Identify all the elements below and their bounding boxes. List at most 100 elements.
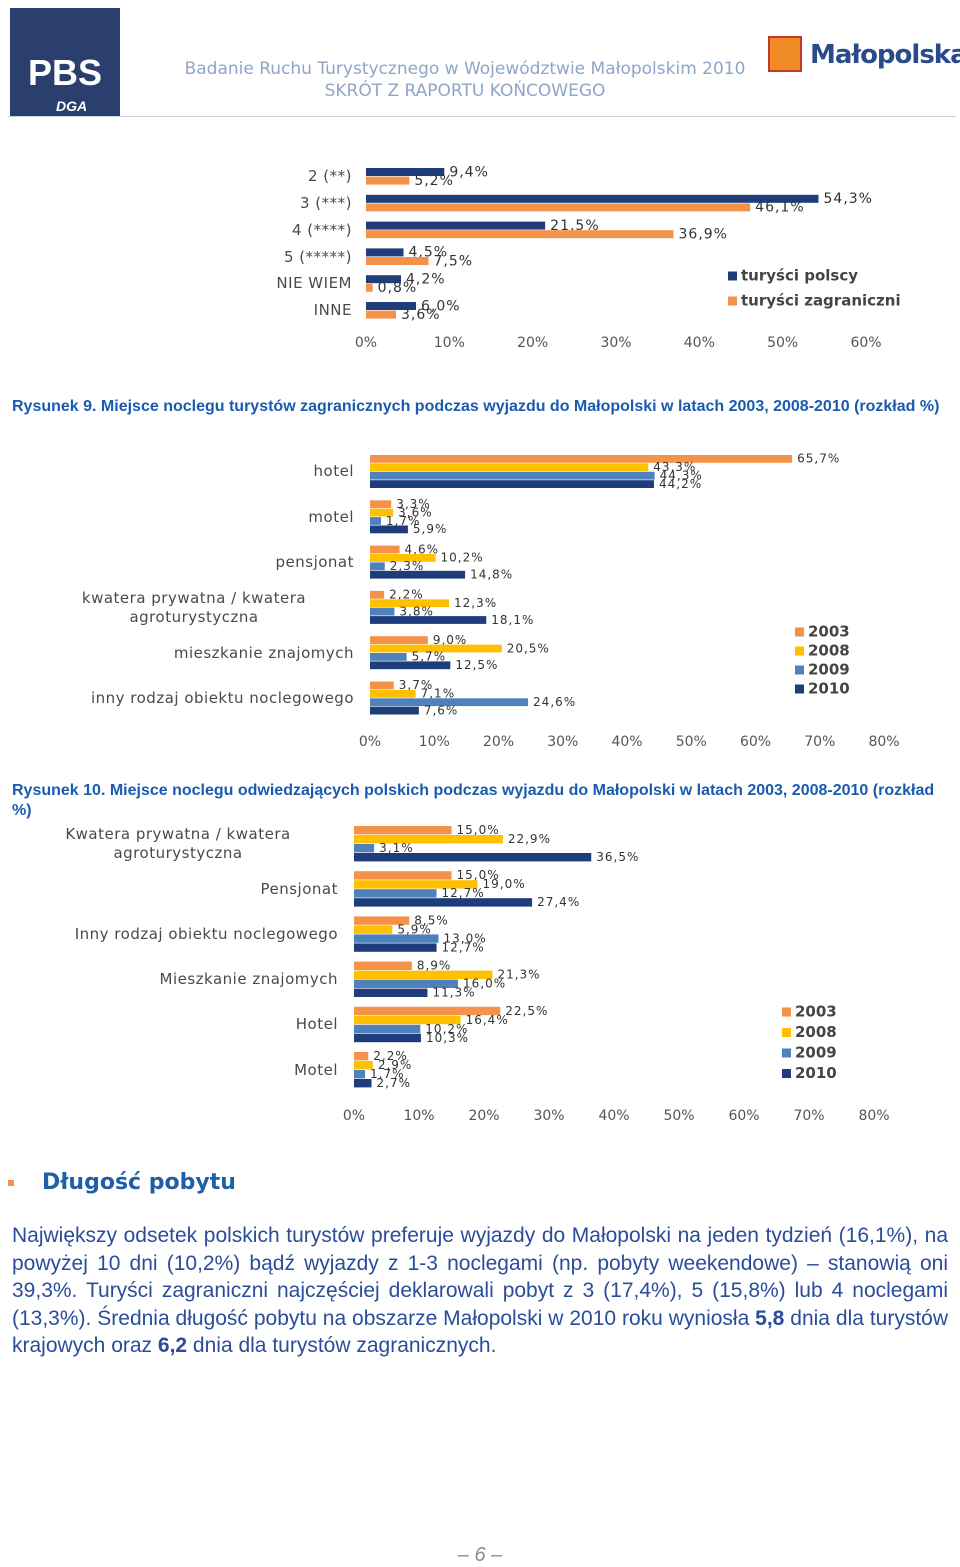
category-label-box: Mieszkanie znajomych	[0, 958, 338, 1002]
bar	[354, 970, 493, 979]
header-subtitle: SKRÓT Z RAPORTU KOŃCOWEGO	[324, 81, 606, 101]
text-bold: 6,2	[157, 1334, 188, 1357]
bar	[354, 889, 437, 898]
logo-icon	[768, 36, 802, 72]
x-tick-label: 60%	[850, 335, 881, 351]
value-label: 44,2%	[659, 477, 702, 491]
chart: 0% 10% 20% 30% 40% 50% 60% 70% 80% Kwatera prywat…	[0, 823, 889, 1124]
text: dnia dla turystów zagranicznych.	[187, 1334, 497, 1357]
text: Największy odsetek polskich turystów pre…	[12, 1224, 948, 1330]
value-label: 3,1%	[379, 841, 414, 855]
value-label: 46,1%	[755, 200, 804, 216]
value-label: 2,3%	[390, 559, 425, 573]
legend-swatch	[782, 1028, 791, 1037]
bar	[366, 275, 401, 284]
bar	[354, 835, 503, 844]
chart: 0% 10% 20% 30% 40% 50% 60% 2 (**) 9,4%5,2% 3 (***…	[12, 164, 901, 351]
x-tick-label: 0%	[359, 734, 381, 750]
logo-malopolska: Małopolska	[768, 34, 960, 74]
value-label: 1,7%	[370, 1067, 405, 1081]
value-label: 3,3%	[396, 497, 431, 511]
x-tick-label: 80%	[858, 1108, 889, 1124]
value-label: 5,2%	[414, 173, 454, 189]
value-label: 2,7%	[377, 1076, 412, 1090]
legend-swatch	[795, 684, 804, 694]
bar	[370, 480, 654, 488]
x-tick-label: 50%	[767, 335, 798, 351]
bar	[366, 176, 410, 185]
value-label: 12,7%	[442, 886, 485, 900]
category-label: Inny rodzaj obiektu noclegowego	[74, 924, 338, 943]
bar	[354, 916, 410, 925]
category-label: 3 (***)	[299, 193, 352, 212]
bar	[366, 283, 373, 292]
header-rule	[8, 116, 956, 117]
bar	[370, 689, 416, 698]
value-label: 1,7%	[386, 514, 421, 528]
value-label: 8,5%	[414, 913, 449, 927]
legend-swatch	[795, 665, 804, 675]
bar	[354, 961, 412, 970]
value-label: 65,7%	[797, 452, 840, 466]
category-label-wrap: Mieszkanie znajomych	[0, 958, 338, 1002]
page-number-text: 6	[474, 1544, 486, 1566]
value-label: 12,5%	[455, 658, 498, 672]
chart: 0% 10% 20% 30% 40% 50% 60% 70% 80% hotel 65,7% 43,3…	[14, 450, 900, 750]
legend-label: 2009	[808, 661, 850, 679]
category-label-box: inny rodzaj obiektu noclegowego	[90, 688, 354, 707]
category-label-box: kwatera prywatna / kwatera agroturystycz…	[81, 588, 307, 626]
legend-label: turyści polscy	[741, 267, 858, 285]
bar	[366, 248, 404, 257]
category-label: pensjonat	[275, 552, 354, 571]
bar	[370, 681, 394, 690]
value-label: 2,2%	[373, 1049, 408, 1063]
category-label-wrap: mieszkanie znajomych	[14, 631, 354, 675]
legend-swatch	[728, 296, 737, 306]
category-label-wrap: pensjonat	[14, 540, 354, 584]
bar	[370, 636, 428, 644]
value-label: 3,6%	[401, 307, 441, 323]
bar	[354, 1052, 369, 1061]
category-label-wrap: NIE WIEM	[12, 262, 352, 306]
value-label: 9,4%	[449, 164, 489, 180]
bar	[354, 925, 393, 934]
value-label: 24,6%	[533, 695, 576, 709]
bar	[366, 194, 819, 203]
legend-label: turyści zagraniczni	[741, 292, 901, 310]
value-label: 11,3%	[432, 986, 475, 1000]
category-label-box: pensjonat	[14, 540, 354, 584]
category-label-wrap: 4 (****)	[12, 208, 352, 252]
value-label: 54,3%	[824, 191, 873, 207]
bar	[370, 698, 529, 707]
category-label: kwatera prywatna / kwatera agroturystycz…	[81, 588, 307, 626]
bar	[370, 508, 394, 517]
value-label: 15,0%	[457, 823, 500, 837]
x-tick-label: 80%	[868, 734, 899, 750]
value-label: 2,2%	[389, 588, 424, 602]
bar	[354, 988, 428, 997]
value-label: 22,5%	[505, 1004, 548, 1018]
legend-label: 2008	[808, 642, 850, 660]
bar	[370, 471, 655, 480]
bar	[370, 463, 649, 472]
text: dnia dla turystów krajowych oraz	[12, 1306, 948, 1358]
logo-subtext: DGA	[56, 98, 88, 114]
value-label: 5,7%	[412, 650, 447, 664]
category-label-box: motel	[308, 508, 353, 526]
legend-label: 2010	[808, 680, 850, 698]
category-label-wrap: hotel	[14, 450, 354, 494]
category-label-box: INNE	[314, 301, 352, 319]
value-label: 0,8%	[378, 280, 418, 296]
category-label: Motel	[294, 1060, 338, 1079]
bar	[370, 653, 407, 661]
x-tick-label: 60%	[740, 734, 771, 750]
legend-swatch	[795, 627, 804, 637]
bar	[366, 168, 445, 176]
category-label: inny rodzaj obiektu noclegowego	[90, 688, 354, 707]
bar	[366, 310, 396, 319]
bar	[366, 203, 751, 212]
header-text: Badanie Ruchu Turystycznego w Województw…	[150, 58, 780, 102]
bar	[354, 979, 458, 988]
legend-label: 2003	[795, 1003, 837, 1021]
